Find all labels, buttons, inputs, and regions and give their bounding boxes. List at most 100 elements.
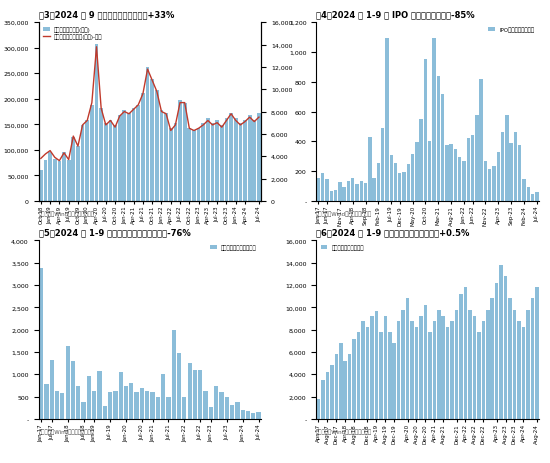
Bar xyxy=(224,397,229,419)
Bar xyxy=(62,153,66,201)
Bar xyxy=(90,106,94,201)
Bar xyxy=(446,328,449,419)
Bar xyxy=(492,167,496,201)
Bar xyxy=(172,330,176,419)
Bar xyxy=(214,386,218,419)
Bar xyxy=(321,173,324,201)
Bar xyxy=(334,354,338,419)
Bar xyxy=(65,346,70,419)
Bar xyxy=(256,413,261,419)
Bar xyxy=(504,276,507,419)
Bar xyxy=(484,161,487,201)
Bar xyxy=(136,106,140,201)
Bar xyxy=(343,361,347,419)
Bar xyxy=(339,343,343,419)
Bar xyxy=(454,150,457,201)
Bar xyxy=(71,362,75,419)
Bar xyxy=(343,188,346,201)
Bar xyxy=(188,363,192,419)
Bar xyxy=(204,391,208,419)
Bar xyxy=(360,182,363,201)
Text: 数据来源：Wind、开源证券研究所: 数据来源：Wind、开源证券研究所 xyxy=(316,211,372,216)
Bar xyxy=(357,332,360,419)
Bar xyxy=(50,360,54,419)
Legend: 再融资承销规模（亿元）: 再融资承销规模（亿元） xyxy=(208,244,258,252)
Bar xyxy=(209,407,213,419)
Bar xyxy=(402,310,405,419)
Bar xyxy=(406,299,409,419)
Bar xyxy=(415,143,419,201)
Bar xyxy=(526,188,530,201)
Bar xyxy=(321,380,324,419)
Bar xyxy=(113,126,117,201)
Bar xyxy=(361,321,365,419)
Bar xyxy=(499,265,503,419)
Bar xyxy=(118,116,122,201)
Bar xyxy=(53,160,57,201)
Bar xyxy=(441,95,444,201)
Bar xyxy=(201,124,205,201)
Bar xyxy=(60,393,64,419)
Bar xyxy=(348,354,351,419)
Bar xyxy=(129,383,134,419)
Bar xyxy=(219,393,224,419)
Bar xyxy=(39,269,43,419)
Bar xyxy=(514,132,517,201)
Bar xyxy=(488,169,492,201)
Bar xyxy=(393,343,396,419)
Bar xyxy=(177,354,181,419)
Bar xyxy=(87,376,91,419)
Bar xyxy=(161,375,165,419)
Bar xyxy=(178,100,182,201)
Bar xyxy=(72,138,75,201)
Bar xyxy=(497,153,500,201)
Bar xyxy=(224,119,228,201)
Bar xyxy=(108,393,112,419)
Bar xyxy=(355,184,359,201)
Bar xyxy=(464,288,468,419)
Bar xyxy=(239,124,242,201)
Bar xyxy=(141,94,145,201)
Bar xyxy=(377,163,380,201)
Bar xyxy=(317,399,320,419)
Bar xyxy=(100,109,103,201)
Bar xyxy=(522,180,526,201)
Bar xyxy=(445,146,449,201)
Bar xyxy=(505,116,509,201)
Bar xyxy=(437,76,440,201)
Bar xyxy=(43,161,47,201)
Bar xyxy=(442,317,445,419)
Legend: 单月总股基成交额(亿元), 单月日均股基成交额(亿元)-右轴: 单月总股基成交额(亿元), 单月日均股基成交额(亿元)-右轴 xyxy=(41,26,104,42)
Bar xyxy=(188,129,191,201)
Bar xyxy=(397,321,400,419)
Text: 图4：2024 年 1-9 月 IPO 承销规模累计同比-85%: 图4：2024 年 1-9 月 IPO 承销规模累计同比-85% xyxy=(316,11,475,19)
Bar xyxy=(437,310,441,419)
Bar xyxy=(482,321,485,419)
Bar xyxy=(113,391,118,419)
Bar xyxy=(330,366,334,419)
Legend: 债券承销规模（亿元）: 债券承销规模（亿元） xyxy=(319,244,366,252)
Bar xyxy=(475,116,478,201)
Bar xyxy=(368,138,371,201)
Bar xyxy=(398,174,402,201)
Bar xyxy=(169,129,173,201)
Bar xyxy=(385,39,389,201)
Bar xyxy=(132,109,135,201)
Bar xyxy=(459,294,463,419)
Bar xyxy=(334,190,337,201)
Bar xyxy=(325,180,329,201)
Bar xyxy=(164,114,168,201)
Bar xyxy=(183,104,186,201)
Text: 数据来源：Wind、开源证券研究所: 数据来源：Wind、开源证券研究所 xyxy=(39,211,95,216)
Bar xyxy=(508,299,512,419)
Bar xyxy=(420,120,423,201)
Bar xyxy=(521,328,525,419)
Bar xyxy=(463,162,466,201)
Bar xyxy=(513,310,516,419)
Bar xyxy=(150,393,155,419)
Bar xyxy=(76,146,80,201)
Text: 图6：2024 年 1-9 月债券承销规模累计同比+0.5%: 图6：2024 年 1-9 月债券承销规模累计同比+0.5% xyxy=(316,228,470,237)
Bar xyxy=(39,171,43,201)
Bar xyxy=(215,121,219,201)
Bar xyxy=(432,321,436,419)
